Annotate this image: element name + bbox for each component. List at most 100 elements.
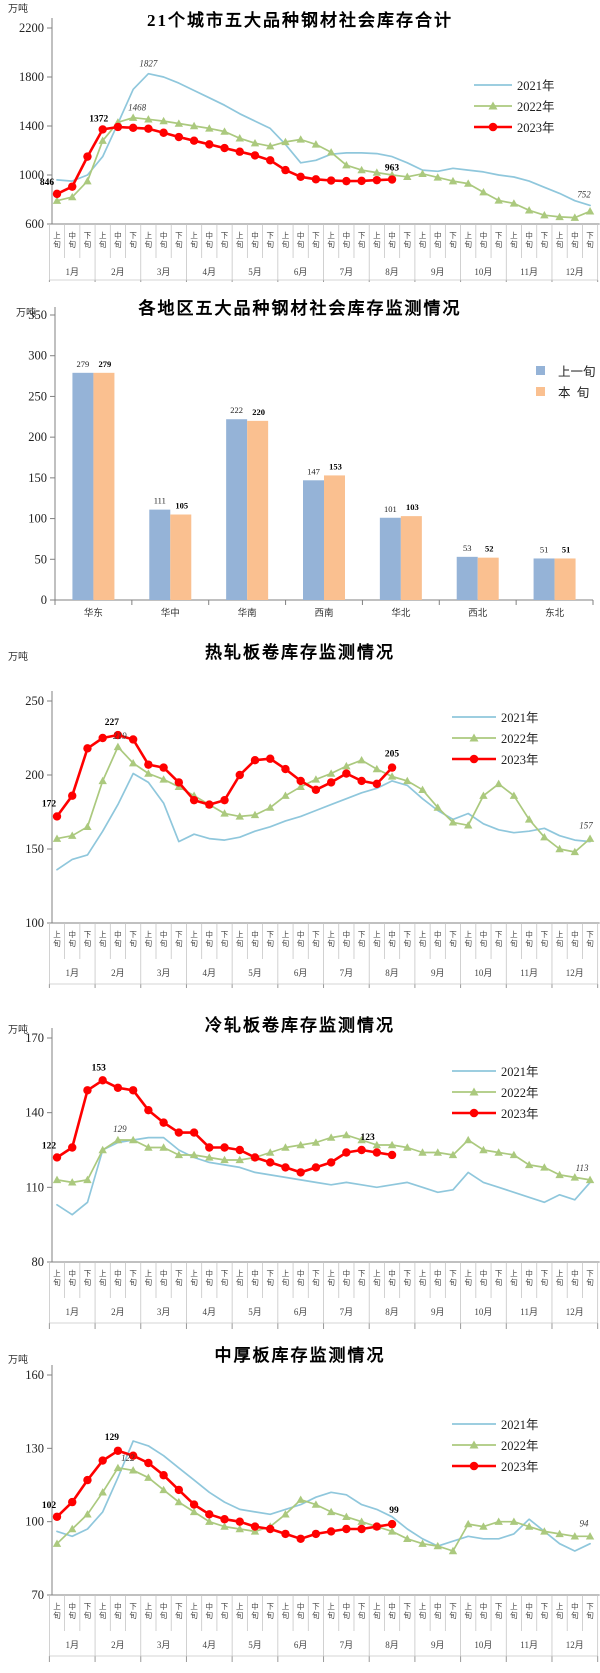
data-labels: 172 227 219 205 157 [42, 718, 593, 831]
svg-text:103: 103 [406, 502, 419, 512]
svg-text:1400: 1400 [19, 119, 44, 133]
svg-text:11月: 11月 [520, 968, 538, 978]
svg-text:4月: 4月 [203, 968, 217, 978]
svg-text:6月: 6月 [294, 968, 308, 978]
data-labels: 846 1372 1468 1827 963 752 [40, 59, 591, 200]
svg-text:70: 70 [32, 1588, 45, 1602]
svg-text:123: 123 [360, 1133, 375, 1143]
chart-cold-rolled: 万吨 冷轧板卷库存监测情况 170 140 110 80 上旬 中旬 下旬 上旬 中旬 下旬 上旬中… [0, 988, 600, 1331]
svg-text:中旬: 中旬 [114, 1601, 122, 1620]
svg-text:279: 279 [77, 359, 90, 369]
legend-swatch [452, 715, 496, 718]
unit-label: 万吨 [8, 4, 28, 15]
svg-text:中旬: 中旬 [297, 230, 305, 249]
svg-text:上旬: 上旬 [419, 231, 427, 249]
svg-text:250: 250 [25, 694, 44, 708]
svg-text:中旬: 中旬 [68, 230, 76, 249]
svg-text:1827: 1827 [139, 59, 158, 69]
svg-text:上旬: 上旬 [327, 1269, 335, 1287]
svg-text:上旬: 上旬 [327, 930, 335, 948]
chart-title: 热轧板卷库存监测情况 [205, 643, 395, 662]
unit-label: 万吨 [8, 1355, 28, 1366]
svg-text:80: 80 [32, 1255, 45, 1269]
svg-text:2月: 2月 [111, 1307, 125, 1317]
svg-text:6月: 6月 [294, 267, 308, 277]
svg-text:94: 94 [580, 1518, 590, 1528]
svg-text:350: 350 [28, 308, 47, 322]
svg-text:中旬: 中旬 [434, 929, 442, 948]
svg-text:下旬: 下旬 [129, 1269, 137, 1287]
legend-item: 2023年 [452, 1455, 539, 1476]
line-plot: 250200150100上旬中旬下旬上旬中旬下旬上旬中旬下旬上旬中旬下旬上旬中旬… [25, 691, 600, 988]
svg-text:下旬: 下旬 [495, 1602, 503, 1620]
svg-text:100: 100 [25, 1515, 44, 1529]
series-2023年 [52, 730, 397, 821]
svg-text:中旬: 中旬 [388, 1601, 396, 1620]
svg-text:下旬: 下旬 [84, 930, 92, 948]
svg-text:11月: 11月 [520, 267, 538, 277]
svg-text:上旬: 上旬 [419, 1602, 427, 1620]
legend-label: 本 旬 [558, 386, 590, 400]
svg-text:122: 122 [121, 1453, 135, 1463]
svg-text:12月: 12月 [566, 1640, 584, 1650]
svg-text:中旬: 中旬 [206, 929, 214, 948]
svg-text:52: 52 [485, 544, 494, 554]
svg-text:上旬: 上旬 [419, 1269, 427, 1287]
svg-text:上旬: 上旬 [99, 1602, 107, 1620]
svg-text:上旬: 上旬 [236, 930, 244, 948]
svg-text:170: 170 [25, 1031, 44, 1045]
svg-text:中旬: 中旬 [388, 929, 396, 948]
svg-text:5月: 5月 [248, 267, 262, 277]
legend: 2021年 2022年 2023年 [474, 74, 555, 137]
svg-text:122: 122 [42, 1141, 57, 1151]
svg-text:下旬: 下旬 [312, 231, 320, 249]
svg-text:上旬: 上旬 [556, 231, 564, 249]
svg-text:2月: 2月 [111, 968, 125, 978]
svg-text:172: 172 [42, 799, 57, 809]
svg-text:中旬: 中旬 [251, 1601, 259, 1620]
svg-text:中旬: 中旬 [160, 230, 168, 249]
svg-text:下旬: 下旬 [84, 231, 92, 249]
chart-title: 冷轧板卷库存监测情况 [205, 1016, 395, 1035]
svg-text:东北: 东北 [545, 607, 565, 619]
legend-label: 2023年 [501, 1107, 539, 1121]
svg-text:上旬: 上旬 [145, 1602, 153, 1620]
svg-text:1月: 1月 [65, 1640, 79, 1650]
svg-text:上旬: 上旬 [556, 930, 564, 948]
svg-text:下旬: 下旬 [84, 1602, 92, 1620]
legend-label: 2021年 [501, 711, 539, 725]
svg-text:中旬: 中旬 [206, 230, 214, 249]
svg-text:129: 129 [113, 1124, 127, 1134]
svg-text:上旬: 上旬 [236, 1602, 244, 1620]
svg-text:中旬: 中旬 [251, 230, 259, 249]
svg-text:上旬: 上旬 [556, 1602, 564, 1620]
svg-text:105: 105 [175, 501, 188, 511]
svg-text:上旬: 上旬 [510, 930, 518, 948]
svg-text:9月: 9月 [431, 1640, 445, 1650]
legend-item: 2022年 [452, 1081, 539, 1102]
svg-text:1月: 1月 [65, 267, 79, 277]
series-2021年 [56, 772, 591, 871]
svg-text:160: 160 [25, 1368, 44, 1382]
svg-text:上旬: 上旬 [282, 930, 290, 948]
svg-text:222: 222 [230, 405, 243, 415]
svg-text:下旬: 下旬 [221, 1269, 229, 1287]
legend-item: 2021年 [452, 1060, 539, 1081]
svg-text:中旬: 中旬 [297, 1268, 305, 1287]
svg-text:上旬: 上旬 [282, 1269, 290, 1287]
svg-text:7月: 7月 [340, 968, 354, 978]
svg-text:下旬: 下旬 [404, 1602, 412, 1620]
line-plot: 16013010070上旬中旬下旬上旬中旬下旬上旬中旬下旬上旬中旬下旬上旬中旬下… [25, 1365, 600, 1662]
svg-text:下旬: 下旬 [586, 1602, 594, 1620]
svg-text:6月: 6月 [294, 1640, 308, 1650]
line-plot: 2200180014001000600上旬中旬下旬上旬中旬下旬上旬中旬下旬上旬中… [19, 18, 600, 282]
svg-text:200: 200 [25, 768, 44, 782]
legend-label: 2021年 [517, 79, 555, 93]
svg-text:中旬: 中旬 [114, 1268, 122, 1287]
svg-text:上旬: 上旬 [464, 930, 472, 948]
legend-label: 2022年 [501, 1439, 539, 1453]
svg-text:上旬: 上旬 [190, 231, 198, 249]
svg-text:10月: 10月 [474, 1640, 492, 1650]
svg-text:上旬: 上旬 [464, 1602, 472, 1620]
legend-item: 2022年 [452, 1434, 539, 1455]
